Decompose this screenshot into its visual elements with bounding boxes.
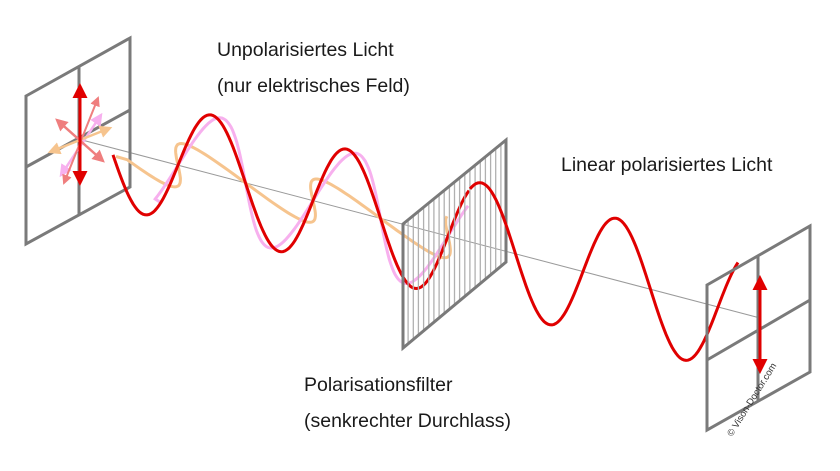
unpolarized-label-line2: (nur elektrisches Feld): [217, 75, 410, 97]
unpolarized-label-line1: Unpolarisiertes Licht: [217, 39, 394, 61]
wave-orange: [115, 141, 452, 260]
polarization-filter-icon: [401, 136, 508, 352]
copyright-text: © Vison-Doctor.com: [725, 361, 779, 439]
wave-red-polarized: [468, 181, 740, 362]
wave-red-unpolarized: [111, 113, 471, 291]
filter-label-line1: Polarisationsfilter: [304, 374, 453, 396]
propagation-axis: [81, 139, 761, 319]
linear-polarized-label: Linear polarisiertes Licht: [561, 154, 773, 176]
filter-label-line2: (senkrechter Durchlass): [304, 410, 511, 432]
source-polarization-arrows: [47, 83, 113, 186]
